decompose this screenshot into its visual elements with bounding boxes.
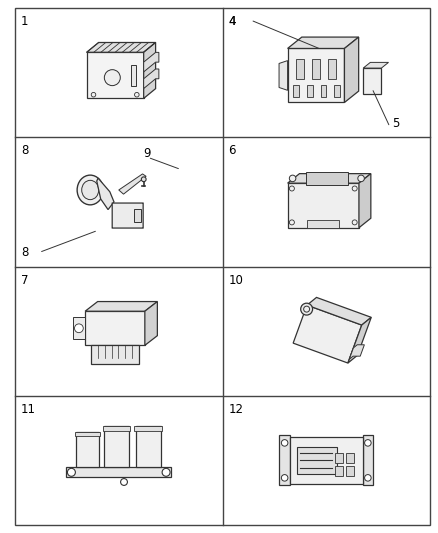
Ellipse shape xyxy=(77,175,103,205)
Bar xyxy=(73,317,85,340)
Polygon shape xyxy=(145,302,157,345)
Polygon shape xyxy=(344,37,359,102)
Text: 12: 12 xyxy=(229,403,244,416)
Bar xyxy=(296,59,304,79)
Bar xyxy=(131,65,136,86)
Text: 5: 5 xyxy=(392,117,399,130)
Text: 10: 10 xyxy=(229,273,244,287)
Bar xyxy=(335,466,343,476)
Bar xyxy=(335,453,343,463)
Circle shape xyxy=(290,186,294,191)
Text: 6: 6 xyxy=(229,144,236,157)
Bar xyxy=(321,85,326,96)
Polygon shape xyxy=(144,69,159,88)
Bar xyxy=(290,437,363,484)
FancyBboxPatch shape xyxy=(112,203,143,228)
Bar xyxy=(136,426,161,467)
Bar xyxy=(91,345,139,364)
Circle shape xyxy=(364,474,371,481)
Bar xyxy=(134,426,162,431)
Bar xyxy=(346,466,354,476)
Bar xyxy=(363,68,381,94)
Circle shape xyxy=(74,324,83,333)
Bar xyxy=(279,435,290,486)
Circle shape xyxy=(352,220,357,225)
Circle shape xyxy=(281,474,288,481)
Text: 1: 1 xyxy=(21,15,28,28)
Bar xyxy=(74,432,100,436)
Circle shape xyxy=(91,92,96,97)
Text: 8: 8 xyxy=(21,246,28,260)
Polygon shape xyxy=(288,37,359,49)
Polygon shape xyxy=(144,52,159,72)
Polygon shape xyxy=(97,178,114,209)
Text: 8: 8 xyxy=(21,144,28,157)
Polygon shape xyxy=(363,62,389,68)
Polygon shape xyxy=(293,305,362,363)
Bar xyxy=(328,59,336,79)
Bar xyxy=(334,85,340,96)
Circle shape xyxy=(364,440,371,446)
Bar xyxy=(307,85,313,96)
Circle shape xyxy=(134,92,139,97)
Polygon shape xyxy=(349,345,364,359)
Text: 11: 11 xyxy=(21,403,36,416)
Polygon shape xyxy=(279,61,288,90)
Polygon shape xyxy=(85,302,157,311)
Bar xyxy=(87,52,144,99)
Circle shape xyxy=(352,186,357,191)
Circle shape xyxy=(141,177,146,182)
Polygon shape xyxy=(359,174,371,228)
Bar xyxy=(104,426,129,467)
Bar xyxy=(76,432,99,467)
Polygon shape xyxy=(348,317,371,363)
Circle shape xyxy=(162,469,170,477)
Circle shape xyxy=(358,175,364,182)
Bar xyxy=(288,49,344,102)
Polygon shape xyxy=(288,174,371,183)
Bar xyxy=(306,172,347,185)
Text: 4: 4 xyxy=(229,15,236,28)
Circle shape xyxy=(67,469,75,477)
Circle shape xyxy=(300,303,313,315)
Bar xyxy=(363,435,373,486)
Bar xyxy=(103,426,131,431)
Text: 9: 9 xyxy=(144,147,151,160)
Text: 4: 4 xyxy=(229,15,236,28)
Polygon shape xyxy=(119,174,146,194)
Circle shape xyxy=(120,479,127,486)
Text: 7: 7 xyxy=(21,273,28,287)
Polygon shape xyxy=(307,297,371,325)
Bar xyxy=(85,311,145,345)
Bar xyxy=(307,220,339,228)
Polygon shape xyxy=(87,43,155,52)
Bar xyxy=(293,85,299,96)
Bar xyxy=(134,209,141,222)
Circle shape xyxy=(290,220,294,225)
Circle shape xyxy=(290,175,296,182)
Bar xyxy=(346,453,354,463)
Bar xyxy=(297,447,337,474)
Polygon shape xyxy=(144,43,155,99)
Bar xyxy=(312,59,320,79)
Bar xyxy=(288,183,359,228)
Circle shape xyxy=(304,306,310,312)
Circle shape xyxy=(104,70,120,86)
Bar xyxy=(66,467,171,478)
Circle shape xyxy=(281,440,288,446)
Ellipse shape xyxy=(82,180,99,200)
